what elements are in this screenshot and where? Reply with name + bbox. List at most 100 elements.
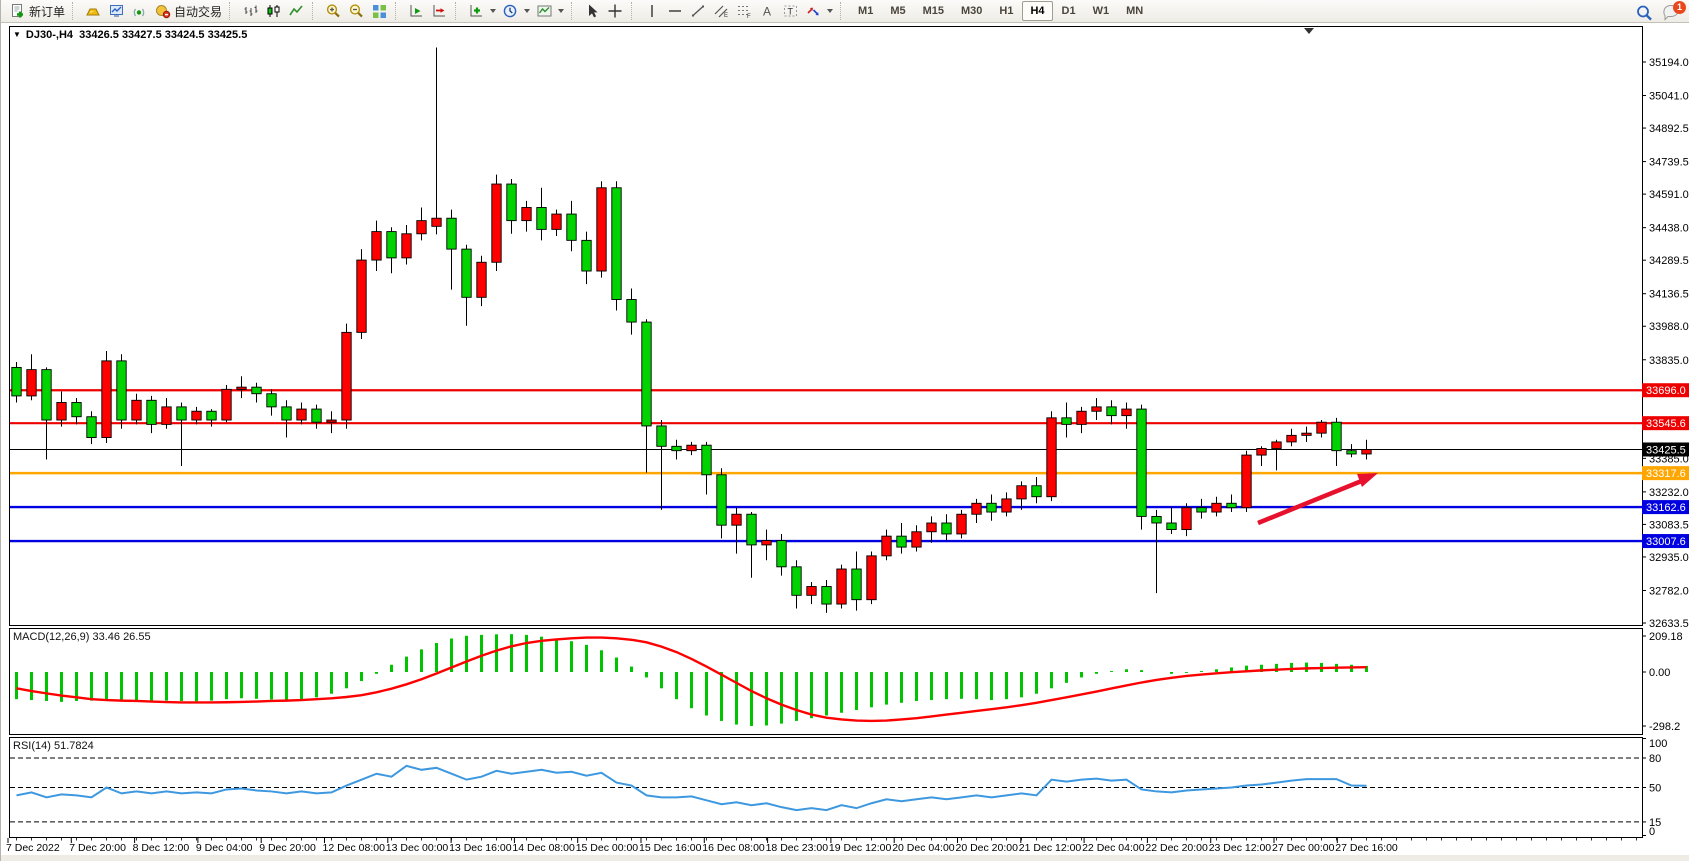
chart-title[interactable]: ▼ DJ30-,H4 33426.5 33427.5 33424.5 33425.… [13,29,247,41]
svg-text:27 Dec 00:00: 27 Dec 00:00 [1272,842,1335,854]
timeframe-button-m5[interactable]: M5 [890,5,906,17]
chart-ohlc-values: 33426.5 33427.5 33424.5 33425.5 [79,29,248,41]
vertical-line-tool-button[interactable] [641,1,664,21]
horizontal-line-tool-button[interactable] [664,1,687,21]
zoom-out-button[interactable] [345,1,368,21]
candle-body [866,555,877,601]
svg-text:33425.5: 33425.5 [1646,444,1686,456]
text-tool-button[interactable]: A [756,1,779,21]
candle-body [401,233,412,259]
timeframe-button-m15[interactable]: M15 [922,5,944,17]
candle-body [386,231,397,259]
timeframe-button-mn[interactable]: MN [1126,5,1144,17]
timeframe-button-h4[interactable]: H4 [1022,1,1053,21]
macd-panel-label: MACD(12,26,9) 33.46 26.55 [13,631,151,643]
rsi-name: RSI(14) [13,740,51,752]
candle-body [476,261,487,298]
search-icon[interactable] [1635,4,1652,20]
candle-body [536,207,547,230]
candle-body [986,502,997,513]
svg-text:20 Dec 20:00: 20 Dec 20:00 [956,842,1019,854]
price-badge [1642,500,1689,515]
channel-tool-button[interactable]: E [710,1,733,21]
svg-text:32935.0: 32935.0 [1649,552,1689,564]
candle-body [1091,406,1102,412]
candle-body [191,410,202,421]
signals-button[interactable] [128,1,151,21]
candle-body [1061,417,1072,425]
zoom-in-button[interactable] [322,1,345,21]
svg-text:0.00: 0.00 [1649,667,1670,679]
toolbar-separator [571,2,576,20]
timeframe-button-m30[interactable]: M30 [961,5,983,17]
svg-text:35194.0: 35194.0 [1649,57,1689,69]
timeframe-button-m1[interactable]: M1 [858,5,874,17]
candle-body [416,220,427,235]
svg-text:33083.5: 33083.5 [1649,519,1689,531]
candle-body [206,410,217,421]
chart-shift-icon [431,3,448,19]
gold-chart-button[interactable] [82,1,105,21]
cursor-tool-button[interactable] [581,1,604,21]
arrows-tool-button[interactable] [802,1,836,21]
candle-body [1331,421,1342,452]
svg-text:33988.0: 33988.0 [1649,321,1689,333]
arrow-annotation[interactable] [1257,473,1378,526]
svg-text:22 Dec 20:00: 22 Dec 20:00 [1145,842,1208,854]
line-chart-button[interactable] [285,1,308,21]
auto-trading-button[interactable]: 自动交易 [151,1,225,21]
timeframe-group: M1 M5 M15 M30 H1 H4 D1 W1 MN [850,1,1151,21]
new-order-button[interactable]: 新订单 [6,1,68,21]
svg-text:18 Dec 23:00: 18 Dec 23:00 [766,842,829,854]
crosshair-tool-button[interactable] [604,1,627,21]
candle-body [896,535,907,548]
svg-text:F: F [747,14,751,19]
period-button[interactable] [499,1,533,21]
tile-windows-button[interactable] [368,1,391,21]
svg-text:34739.5: 34739.5 [1649,157,1689,169]
candle-body [716,474,727,526]
notifications-button[interactable]: 1 [1662,0,1686,21]
timeframe-button-h1[interactable]: H1 [999,5,1014,17]
text-label-tool-button[interactable]: T [779,1,802,21]
template-button[interactable] [533,1,567,21]
add-indicator-icon [468,3,485,19]
svg-text:23 Dec 12:00: 23 Dec 12:00 [1209,842,1272,854]
chart-symbol-period: DJ30-,H4 [25,29,73,41]
svg-text:21 Dec 12:00: 21 Dec 12:00 [1019,842,1082,854]
price-badge [1642,383,1689,398]
bar-chart-button[interactable] [239,1,262,21]
candle-body [1136,408,1147,517]
macd-name: MACD(12,26,9) [13,631,90,643]
candle-body [641,321,652,427]
svg-text:7 Dec 2022: 7 Dec 2022 [6,842,60,854]
chevron-down-icon [558,9,565,13]
window-bottom-strip [1,855,1689,861]
auto-scroll-button[interactable] [405,1,428,21]
candle-body [431,217,442,227]
add-indicator-button[interactable] [465,1,499,21]
svg-text:19 Dec 12:00: 19 Dec 12:00 [829,842,892,854]
candle-body [611,187,622,300]
profile-button[interactable] [105,1,128,21]
timeframe-button-d1[interactable]: D1 [1061,5,1076,17]
candle-body [71,402,82,418]
candle-body [1016,485,1027,500]
toolbar-separator [840,2,845,20]
candlestick-chart-button[interactable] [262,1,285,21]
arrow-objects-icon [805,3,822,19]
chart-shift-marker-icon[interactable] [1304,28,1314,34]
trendline-tool-button[interactable] [687,1,710,21]
price-badge [1642,442,1689,457]
timeframe-button-w1[interactable]: W1 [1092,5,1110,17]
candle-body [671,445,682,452]
fibonacci-tool-button[interactable]: F [733,1,756,21]
toolbar-separator [455,2,460,20]
svg-text:34892.5: 34892.5 [1649,123,1689,135]
chart-shift-button[interactable] [428,1,451,21]
text-a-icon: A [759,3,776,19]
candle-body [1361,449,1372,455]
equidistant-channel-icon: E [713,3,730,19]
crosshair-icon [607,3,624,19]
